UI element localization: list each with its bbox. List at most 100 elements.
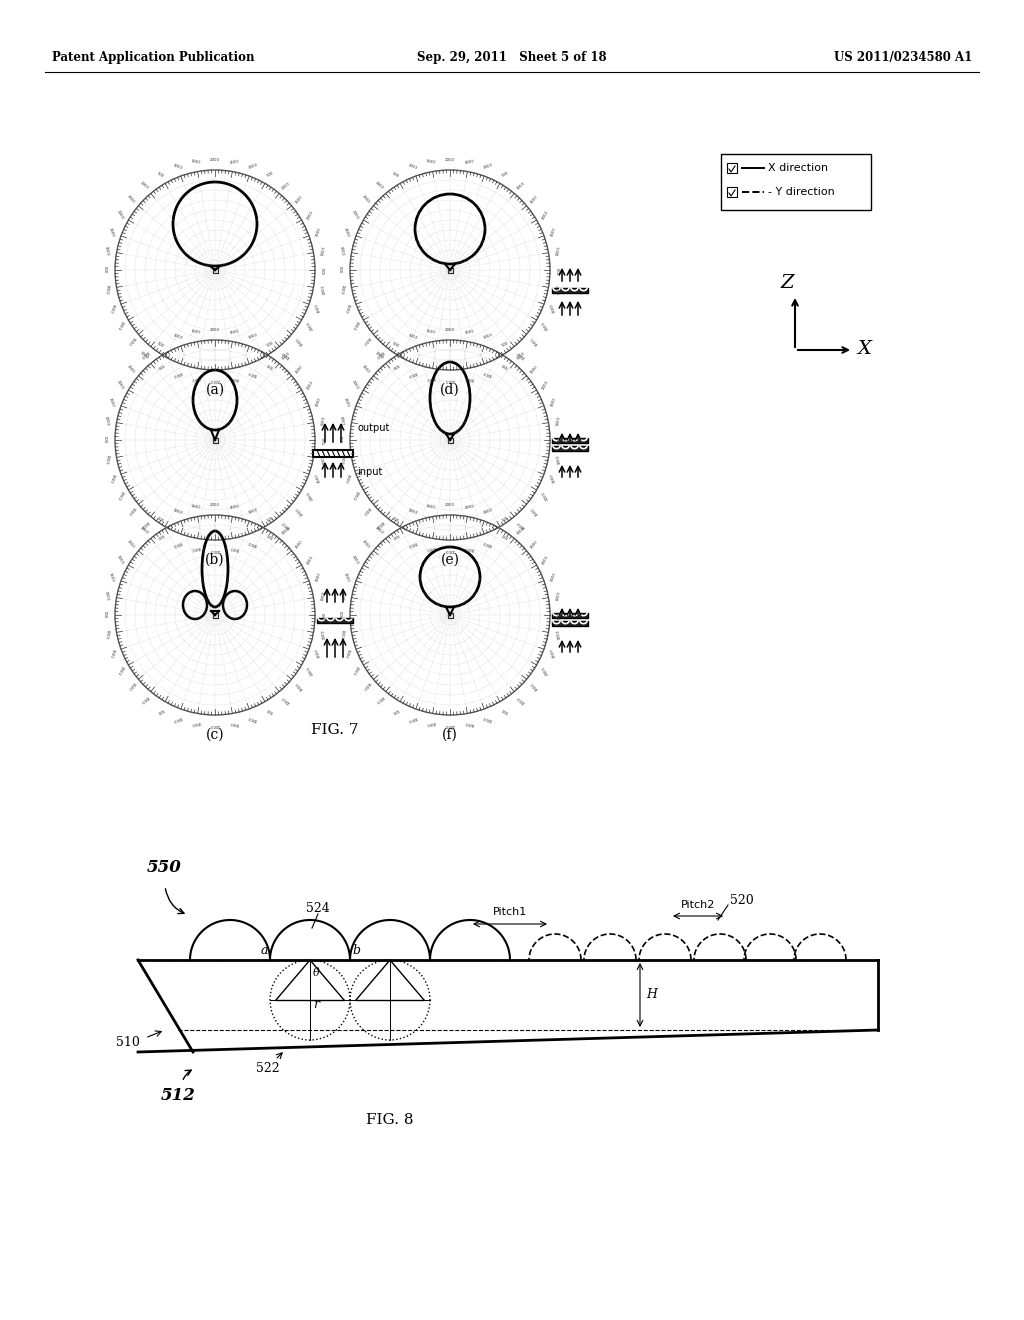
Text: 1500: 1500 [295,506,304,516]
Text: 1000: 1000 [555,454,561,465]
Text: input: input [357,467,382,477]
Text: 2000: 2000 [210,548,220,552]
Text: 2000: 2000 [116,490,124,500]
Text: 2000: 2000 [350,319,359,330]
Text: 500: 500 [391,341,399,348]
Text: 1000: 1000 [321,590,327,601]
Text: 500: 500 [501,532,509,539]
Text: 1000: 1000 [374,181,384,190]
Text: 1500: 1500 [295,364,304,375]
Text: 1000: 1000 [139,181,150,190]
Text: 1000: 1000 [281,525,291,536]
Text: 2000: 2000 [445,378,455,381]
Text: 2000: 2000 [116,319,124,330]
Text: 2000: 2000 [541,554,550,565]
Text: 1500: 1500 [229,721,240,726]
Text: 1500: 1500 [426,329,436,334]
Text: 1500: 1500 [529,506,539,516]
Text: 1500: 1500 [361,335,371,346]
Text: 500: 500 [103,611,106,619]
Text: 1000: 1000 [103,246,110,256]
Text: 1500: 1500 [126,506,135,516]
Bar [317,618,353,623]
Text: 1500: 1500 [529,335,539,346]
Text: X direction: X direction [768,162,828,173]
Text: 1000: 1000 [281,181,291,190]
Text: 500: 500 [156,341,164,348]
Text: 1500: 1500 [361,540,371,549]
Text: 1500: 1500 [464,504,474,510]
Text: 1500: 1500 [464,721,474,726]
Text: 1500: 1500 [361,681,371,690]
Text: 2000: 2000 [541,665,550,676]
Text: 1000: 1000 [281,520,291,529]
Text: 1500: 1500 [343,302,350,313]
Text: (f): (f) [442,729,458,742]
Text: 1000: 1000 [247,370,258,378]
Text: 1000: 1000 [281,350,291,359]
Text: 1500: 1500 [229,545,240,552]
Text: 1500: 1500 [314,397,322,408]
Text: 2000: 2000 [541,210,550,220]
Text: 1000: 1000 [247,508,258,515]
Text: 1500: 1500 [343,473,350,483]
Text: 500: 500 [558,437,562,444]
Text: (a): (a) [206,383,224,397]
Text: output: output [357,422,389,433]
Text: 1000: 1000 [247,714,258,722]
Text: US 2011/0234580 A1: US 2011/0234580 A1 [834,51,972,65]
Text: a: a [260,944,268,957]
Text: 2000: 2000 [306,490,314,500]
Text: 1000: 1000 [139,350,150,359]
Text: FIG. 8: FIG. 8 [367,1113,414,1127]
Text: 1500: 1500 [126,364,135,375]
Text: 1000: 1000 [555,416,561,426]
Text: 2000: 2000 [350,554,359,565]
Text: 1500: 1500 [361,364,371,375]
Text: 1500: 1500 [426,721,436,726]
Text: 500: 500 [391,362,399,368]
Text: (c): (c) [206,729,224,742]
Text: 1000: 1000 [516,525,525,536]
Text: 2000: 2000 [306,554,314,565]
Text: 1000: 1000 [374,351,384,360]
Text: 510: 510 [116,1035,140,1048]
Text: 2000: 2000 [445,327,455,333]
Text: 1000: 1000 [374,350,384,359]
Text: 550: 550 [147,859,182,876]
Text: 1000: 1000 [482,714,493,722]
Text: 500: 500 [558,267,562,273]
Text: 1000: 1000 [321,628,327,639]
Text: 1500: 1500 [126,194,135,205]
Text: 1500: 1500 [126,681,135,690]
Text: 1000: 1000 [339,590,344,601]
Text: 500: 500 [501,516,509,523]
Bar [552,446,588,450]
Text: 500: 500 [501,172,509,178]
Text: 1000: 1000 [516,181,525,190]
Text: 2000: 2000 [210,503,220,507]
Text: 1000: 1000 [339,628,344,639]
Text: 2000: 2000 [306,319,314,330]
Text: 500: 500 [156,706,164,714]
Text: 500: 500 [266,516,274,523]
Text: 1500: 1500 [550,227,557,238]
Text: 1500: 1500 [426,158,436,165]
Text: 1500: 1500 [343,227,350,238]
Bar [213,612,217,618]
Text: 2000: 2000 [445,548,455,552]
Text: 1500: 1500 [109,572,116,582]
Text: 1500: 1500 [314,572,322,582]
Text: 500: 500 [391,532,399,539]
Text: 500: 500 [338,267,342,273]
Text: (e): (e) [440,553,460,568]
Text: 1500: 1500 [464,545,474,552]
Text: 2000: 2000 [541,319,550,330]
Text: 1000: 1000 [407,370,418,378]
Text: 1000: 1000 [139,694,150,704]
Text: 1500: 1500 [550,572,557,582]
Text: 1000: 1000 [103,590,110,601]
Text: 1500: 1500 [314,227,322,238]
Text: 1000: 1000 [482,333,493,341]
Text: Patent Application Publication: Patent Application Publication [52,51,255,65]
